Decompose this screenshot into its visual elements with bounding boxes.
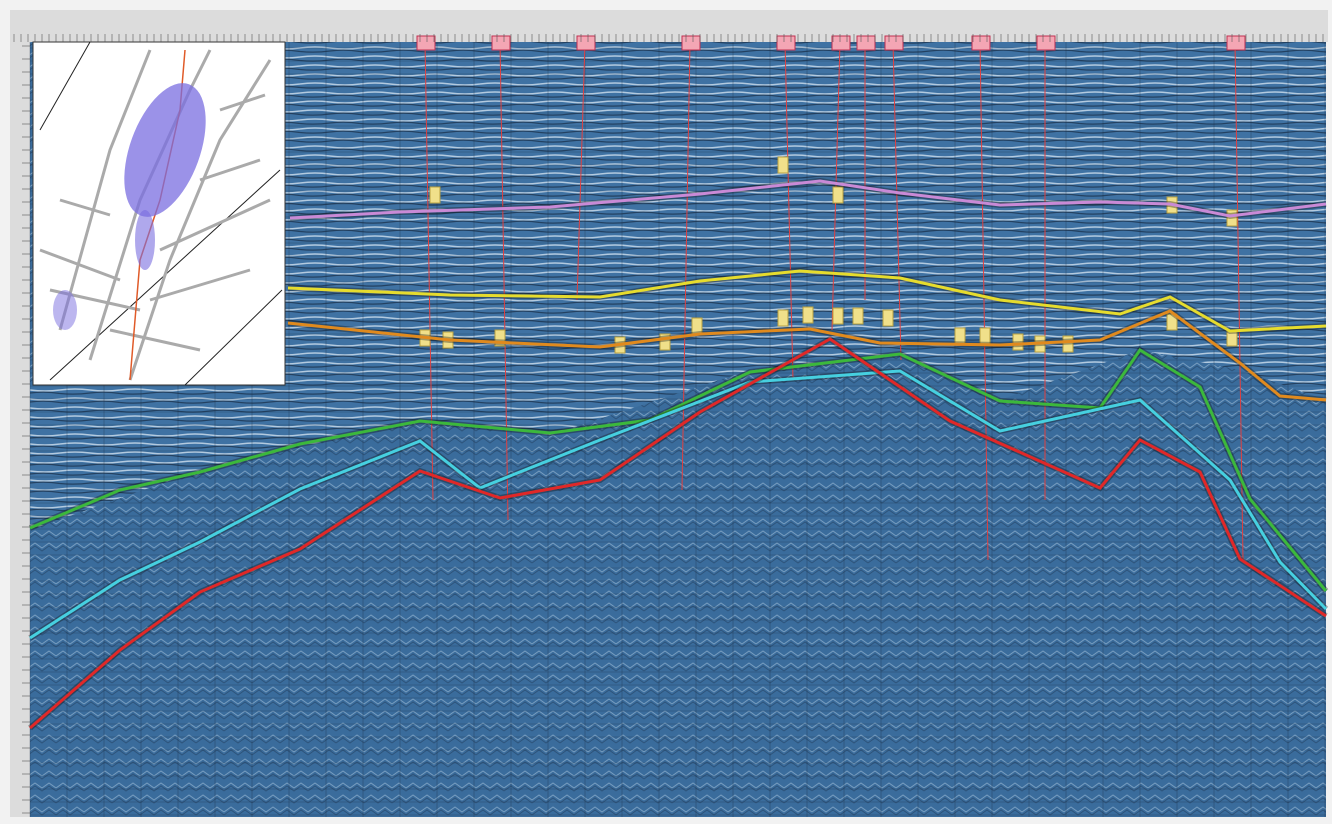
top-ruler — [10, 10, 1328, 42]
well-tag — [577, 36, 595, 50]
horizon-pick — [778, 310, 788, 326]
horizon-pick — [778, 157, 788, 173]
horizon-pick — [980, 328, 990, 344]
well-tag — [857, 36, 875, 50]
inset-map — [33, 42, 285, 385]
well-tag — [1227, 36, 1245, 50]
horizon-pick — [833, 308, 843, 324]
well-tag — [777, 36, 795, 50]
horizon-pick — [803, 307, 813, 323]
well-tag — [885, 36, 903, 50]
horizon-pick — [430, 187, 440, 203]
horizon-pick — [853, 308, 863, 324]
well-tag — [492, 36, 510, 50]
left-ruler — [10, 42, 30, 817]
horizon-pick — [883, 310, 893, 326]
well-tag — [682, 36, 700, 50]
seismic-section — [0, 0, 1332, 824]
horizon-pick — [833, 187, 843, 203]
well-tag — [1037, 36, 1055, 50]
